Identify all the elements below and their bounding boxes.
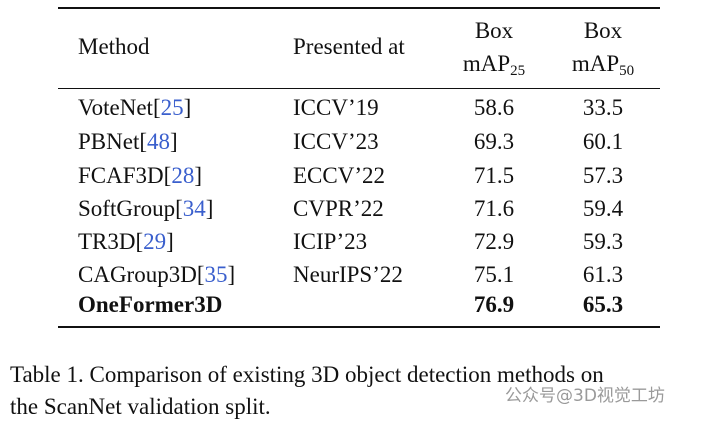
score-cell: 72.9 bbox=[473, 229, 515, 254]
header-cell: mAP50 bbox=[571, 51, 635, 79]
score-cell: 75.1 bbox=[473, 262, 515, 287]
method-cell: FCAF3D[28] bbox=[78, 163, 202, 189]
method-text: ] bbox=[205, 196, 214, 221]
score-cell: 59.3 bbox=[582, 229, 624, 254]
header-subscript: 50 bbox=[619, 63, 635, 79]
method-cell: PBNet[48] bbox=[78, 129, 178, 155]
caption-line: Table 1. Comparison of existing 3D objec… bbox=[10, 362, 604, 387]
method-cell: CAGroup3D[35] bbox=[78, 262, 235, 288]
method-text: ] bbox=[183, 95, 192, 120]
method-cell: SoftGroup[34] bbox=[78, 196, 213, 222]
score-cell: 69.3 bbox=[473, 129, 515, 154]
header-cell: Box bbox=[583, 18, 623, 43]
score-cell: 61.3 bbox=[582, 262, 624, 287]
top-rule bbox=[58, 7, 660, 9]
method-text: FCAF3D[ bbox=[78, 163, 172, 188]
score-cell: 33.5 bbox=[582, 95, 624, 120]
score-cell: 65.3 bbox=[582, 292, 624, 317]
venue-cell: ICIP’23 bbox=[293, 229, 368, 254]
venue-cell: CVPR’22 bbox=[293, 196, 384, 221]
score-cell: 71.6 bbox=[473, 196, 515, 221]
venue-cell: ICCV’23 bbox=[293, 129, 379, 154]
header-subscript: 25 bbox=[510, 63, 526, 79]
header-cell: mAP25 bbox=[462, 51, 526, 79]
method-cell: TR3D[29] bbox=[78, 229, 174, 255]
venue-cell: ICCV’19 bbox=[293, 95, 379, 120]
venue-cell: NeurIPS’22 bbox=[293, 262, 403, 287]
score-cell: 59.4 bbox=[582, 196, 624, 221]
score-cell: 58.6 bbox=[473, 95, 515, 120]
method-text: OneFormer3D bbox=[78, 292, 223, 317]
citation: 28 bbox=[171, 163, 195, 188]
method-text: VoteNet[ bbox=[78, 95, 161, 120]
citation: 48 bbox=[147, 129, 170, 154]
score-cell: 71.5 bbox=[473, 163, 515, 188]
method-cell: VoteNet[25] bbox=[78, 95, 191, 121]
method-text: TR3D[ bbox=[78, 229, 144, 254]
citation: 35 bbox=[204, 262, 228, 287]
method-cell: OneFormer3D bbox=[78, 292, 222, 318]
bottom-rule bbox=[58, 326, 660, 328]
header-cell: Method bbox=[78, 34, 150, 59]
citation: 34 bbox=[182, 196, 206, 221]
venue-cell: ECCV’22 bbox=[293, 163, 385, 188]
mid-rule bbox=[58, 88, 660, 89]
method-text: PBNet[ bbox=[78, 129, 147, 154]
method-text: CAGroup3D[ bbox=[78, 262, 205, 287]
citation: 29 bbox=[143, 229, 167, 254]
method-text: ] bbox=[170, 129, 178, 154]
watermark: 公众号@3D视觉工坊 bbox=[505, 386, 665, 406]
header-cell: Presented at bbox=[293, 34, 405, 59]
method-text: ] bbox=[166, 229, 174, 254]
header-text: mAP bbox=[571, 51, 620, 76]
score-cell: 60.1 bbox=[582, 129, 624, 154]
method-text: ] bbox=[227, 262, 236, 287]
caption-line: the ScanNet validation split. bbox=[10, 394, 271, 419]
citation: 25 bbox=[160, 95, 184, 120]
method-text: SoftGroup[ bbox=[78, 196, 183, 221]
score-cell: 57.3 bbox=[582, 163, 624, 188]
header-text: mAP bbox=[462, 51, 511, 76]
header-cell: Box bbox=[474, 18, 514, 43]
method-text: ] bbox=[194, 163, 202, 188]
score-cell: 76.9 bbox=[473, 292, 515, 317]
